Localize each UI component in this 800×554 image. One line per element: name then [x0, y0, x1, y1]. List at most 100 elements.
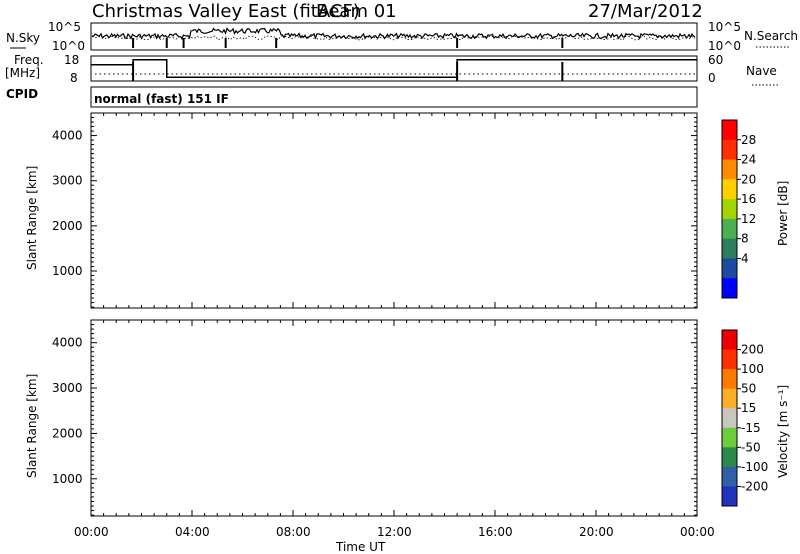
x-axis-tick-labels: 00:00 04:00 08:00 12:00 16:00 20:00 00:00 — [74, 525, 715, 539]
freq-right-tick-bottom: 0 — [708, 71, 716, 85]
power-colorbar-cell — [722, 120, 737, 141]
x-tick-label: 20:00 — [579, 525, 614, 539]
velocity-colorbar-cell — [722, 486, 737, 507]
power-panel: 1000 2000 3000 4000 Slant Range [km] — [25, 112, 800, 309]
power-y-tick-label: 4000 — [52, 129, 83, 143]
freq-left-tick-bottom: 8 — [70, 71, 78, 85]
power-y-label: Slant Range [km] — [25, 166, 39, 270]
noise-panel: N.Sky 10^5 10^0 10^5 10^0 N.Search — [6, 20, 798, 53]
power-colorbar-tick-label: 16 — [741, 192, 756, 206]
power-echo-region — [671, 228, 697, 251]
velocity-y-tick-label: 2000 — [52, 426, 83, 440]
power-colorbar-cell — [722, 159, 737, 180]
power-colorbar-cell — [722, 179, 737, 200]
freq-traces — [91, 59, 697, 81]
power-echo-region — [217, 218, 263, 243]
velocity-colorbar-cell — [722, 427, 737, 448]
data-gap — [455, 113, 459, 308]
velocity-colorbar-cell — [722, 447, 737, 468]
velocity-x-ticks — [90, 320, 698, 516]
data-gap — [131, 113, 135, 308]
velocity-colorbar-frame — [721, 329, 738, 507]
velocity-y-tick-label: 3000 — [52, 381, 83, 395]
velocity-echo-region — [416, 451, 458, 470]
power-echo-region — [510, 180, 556, 217]
freq-label-line1: Freq. — [14, 53, 44, 67]
plot-date: 27/Mar/2012 — [588, 1, 703, 22]
power-colorbar: 28 24 20 16 12 8 4 Power [dB] — [721, 119, 790, 299]
power-colorbar-cell — [722, 139, 737, 161]
power-colorbar-frame — [721, 119, 738, 299]
freq-label-line2: [MHz] — [5, 66, 40, 80]
power-colorbar-tick-label: 4 — [741, 251, 749, 265]
noise-panel-frame — [90, 22, 698, 51]
noise-traces — [91, 27, 696, 48]
power-y-ticks: 1000 2000 3000 4000 — [52, 112, 697, 308]
power-panel-frame — [90, 112, 698, 309]
velocity-echo-region — [166, 442, 198, 461]
power-echo-region — [368, 167, 420, 195]
power-echo-region — [479, 176, 511, 190]
velocity-y-tick-label: 4000 — [52, 336, 83, 350]
power-colorbar-tick-label: 20 — [741, 172, 756, 186]
velocity-colorbar-cell — [722, 408, 737, 429]
x-tick-label: 00:00 — [74, 525, 109, 539]
power-colorbar-cell — [722, 278, 737, 299]
power-echo-region — [91, 238, 142, 250]
noise-search-trace — [91, 35, 696, 41]
velocity-echo-region — [227, 422, 258, 445]
power-colorbar-tick-label: 24 — [741, 153, 756, 167]
velocity-echo-region — [305, 358, 382, 391]
power-y-tick-label: 2000 — [52, 219, 83, 233]
power-echo-region — [666, 196, 697, 220]
velocity-colorbar-label: Velocity [m s⁻¹] — [776, 385, 790, 478]
data-gap — [274, 113, 278, 308]
frequency-panel-frame — [90, 55, 698, 82]
power-echo-region — [596, 176, 647, 213]
velocity-colorbar-cell — [722, 330, 737, 351]
velocity-data-image — [88, 320, 698, 516]
data-gap — [165, 113, 169, 308]
x-tick-label: 04:00 — [175, 525, 210, 539]
power-echo-region — [166, 233, 208, 250]
power-echo-region — [391, 241, 437, 256]
velocity-colorbar-fill — [722, 330, 737, 507]
velocity-colorbar-cell — [722, 466, 737, 487]
velocity-panel: 1000 2000 3000 4000 Slant Range [km] — [25, 319, 698, 517]
velocity-panel-frame — [90, 319, 698, 517]
power-echo-region — [255, 247, 316, 253]
data-gap — [182, 113, 186, 308]
x-axis-label: Time UT — [335, 540, 386, 554]
power-colorbar-tick-label: 28 — [741, 133, 756, 147]
noise-search-label: N.Search — [744, 29, 798, 43]
noise-sky-trace — [91, 27, 696, 40]
power-echo-region — [93, 247, 139, 255]
power-echo-region — [96, 217, 142, 234]
velocity-colorbar-tick-label: -100 — [741, 460, 768, 474]
noise-left-tick-top: 10^5 — [48, 20, 81, 34]
noise-right-tick-bottom: 10^0 — [708, 39, 741, 53]
power-echo-region — [290, 167, 372, 195]
velocity-colorbar-tick-label: -50 — [741, 440, 761, 454]
beam-label: Beam 01 — [316, 1, 397, 22]
data-gap — [182, 320, 186, 516]
velocity-y-tick-label: 1000 — [52, 472, 83, 486]
power-echo-region — [555, 216, 602, 235]
velocity-echo-region — [467, 424, 503, 443]
velocity-echo-region — [333, 347, 379, 366]
velocity-echo-region — [603, 361, 619, 370]
power-echo-region — [141, 228, 162, 242]
velocity-colorbar-tick-label: -200 — [741, 479, 768, 493]
velocity-colorbar: 200 100 50 15 -15 -50 -100 -200 Velocity [m s⁻¹… — [721, 329, 790, 507]
plot-title: Christmas Valley East (fitACF) — [92, 1, 360, 22]
velocity-echo-region — [388, 437, 410, 448]
velocity-colorbar-tick-label: -15 — [741, 421, 761, 435]
velocity-echo-region — [676, 419, 698, 438]
power-colorbar-cell — [722, 258, 737, 279]
power-echo-region — [154, 208, 185, 234]
nave-label: Nave — [746, 64, 777, 78]
power-colorbar-label: Power [dB] — [776, 181, 790, 246]
velocity-colorbar-cell — [722, 388, 737, 409]
freq-left-tick-top: 18 — [64, 53, 79, 67]
